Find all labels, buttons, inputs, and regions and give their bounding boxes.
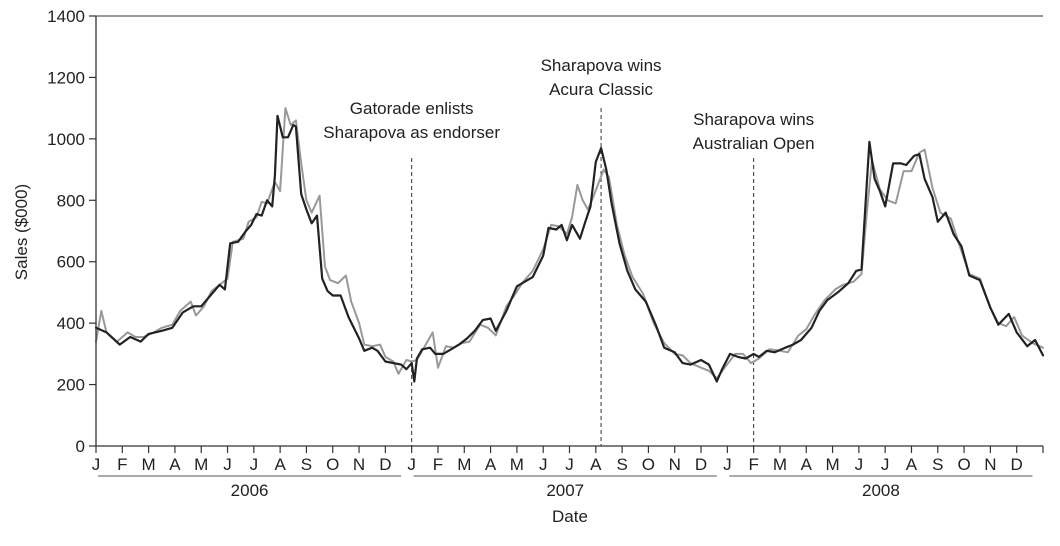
y-tick-label: 600 (57, 253, 85, 272)
x-tick-label: A (274, 455, 286, 474)
x-tick-label: D (695, 455, 707, 474)
y-tick-label: 400 (57, 314, 85, 333)
x-tick-label: F (433, 455, 443, 474)
x-tick-label: A (801, 455, 813, 474)
series-layer (94, 107, 1045, 383)
x-tick-label: D (1011, 455, 1023, 474)
x-tick-label: F (748, 455, 758, 474)
annotation-text: Sharapova wins (541, 56, 662, 75)
annotations-layer: Gatorade enlists Sharapova as endorser Sha… (323, 56, 815, 446)
x-axis-title: Date (552, 507, 588, 526)
x-tick-label: M (773, 455, 787, 474)
y-axis-title: Sales ($000) (12, 184, 31, 280)
x-tick-label: A (906, 455, 918, 474)
x-tick-label: D (379, 455, 391, 474)
x-tick-label: J (539, 455, 548, 474)
x-tick-label: M (825, 455, 839, 474)
x-tick-label: A (169, 455, 181, 474)
y-tick-label: 1200 (47, 68, 85, 87)
x-tick-label: M (510, 455, 524, 474)
year-label: 2007 (546, 481, 584, 500)
year-label: 2006 (231, 481, 269, 500)
series-line-grey (95, 107, 1044, 380)
x-tick-label: A (590, 455, 602, 474)
x-tick-label: A (485, 455, 497, 474)
x-tick-label: M (194, 455, 208, 474)
x-tick-label: J (723, 455, 732, 474)
x-tick-label: J (855, 455, 864, 474)
y-tick-label: 1000 (47, 130, 85, 149)
x-tick-label: S (932, 455, 943, 474)
x-tick-label: J (250, 455, 259, 474)
y-ticks: 0 200 400 600 800 1000 1200 1400 (47, 7, 96, 456)
series-line-dark (94, 114, 1045, 383)
y-tick-label: 1400 (47, 7, 85, 26)
annotation-text: Gatorade enlists (350, 99, 474, 118)
annotation-text: Sharapova wins (693, 110, 814, 129)
annotation-text: Australian Open (693, 134, 815, 153)
x-tick-label: J (407, 455, 416, 474)
x-tick-label: O (326, 455, 339, 474)
y-tick-label: 0 (76, 437, 85, 456)
x-tick-label: F (117, 455, 127, 474)
year-label: 2008 (862, 481, 900, 500)
x-tick-label: M (142, 455, 156, 474)
x-tick-label: N (984, 455, 996, 474)
x-tick-label: S (616, 455, 627, 474)
x-tick-label: O (642, 455, 655, 474)
x-tick-label: J (92, 455, 101, 474)
y-tick-label: 800 (57, 191, 85, 210)
x-tick-label: J (881, 455, 890, 474)
x-tick-label: M (457, 455, 471, 474)
x-tick-label: S (301, 455, 312, 474)
x-tick-label: O (957, 455, 970, 474)
year-brackets: 2006 2007 2008 (98, 475, 1033, 500)
annotation-text: Acura Classic (549, 80, 653, 99)
x-tick-label: N (669, 455, 681, 474)
annotation-text: Sharapova as endorser (323, 123, 500, 142)
x-tick-label: J (223, 455, 232, 474)
x-tick-label: J (565, 455, 574, 474)
y-tick-label: 200 (57, 376, 85, 395)
x-tick-label: N (353, 455, 365, 474)
